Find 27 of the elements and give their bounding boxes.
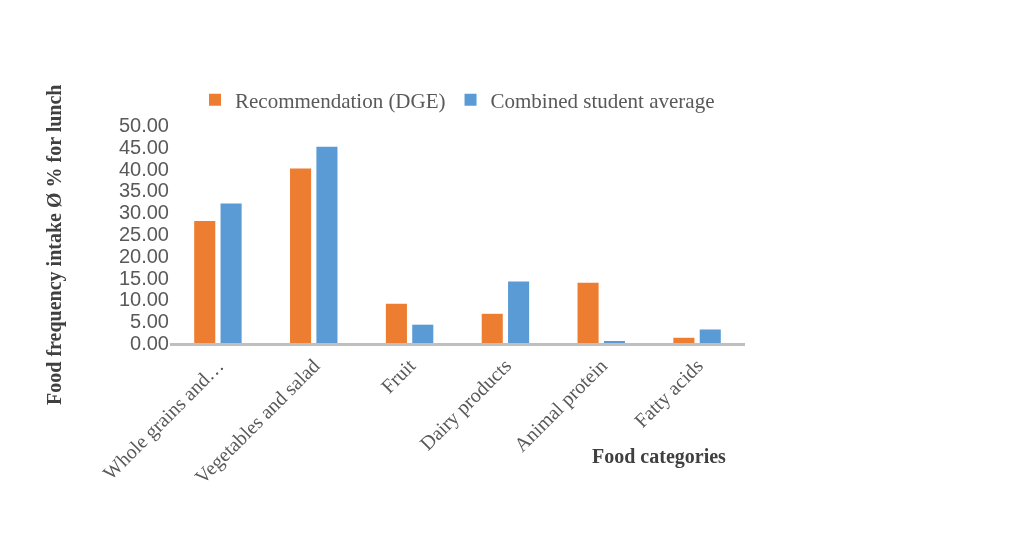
bar	[316, 146, 338, 343]
y-tick-label: 20.00	[118, 244, 169, 267]
y-tick-label: 50.00	[118, 114, 169, 136]
legend-label: Recommendation (DGE)	[235, 88, 446, 113]
y-tick-label: 15.00	[118, 266, 169, 289]
bar	[673, 337, 695, 343]
y-axis-title: Food frequency intake Ø % for lunch	[43, 84, 67, 405]
y-tick-label: 40.00	[118, 157, 169, 180]
y-tick-label: 30.00	[118, 201, 169, 224]
y-tick-label: 0.00	[130, 332, 169, 354]
y-tick-label: 10.00	[118, 288, 169, 311]
bar	[194, 220, 216, 343]
bar	[385, 303, 407, 343]
bar	[412, 324, 434, 343]
x-tick-label: Fruit	[376, 354, 420, 398]
y-tick-label: 35.00	[118, 179, 169, 202]
bar	[290, 168, 312, 343]
bar	[481, 313, 503, 343]
bar	[220, 203, 242, 343]
bar	[508, 281, 530, 343]
bar	[699, 329, 721, 343]
x-axis-title: Food categories	[592, 445, 727, 468]
bar	[577, 282, 599, 343]
y-tick-label: 45.00	[118, 135, 169, 158]
y-tick-label: 25.00	[118, 223, 169, 245]
legend-label: Combined student average	[490, 88, 715, 113]
y-tick-label: 5.00	[130, 310, 169, 333]
